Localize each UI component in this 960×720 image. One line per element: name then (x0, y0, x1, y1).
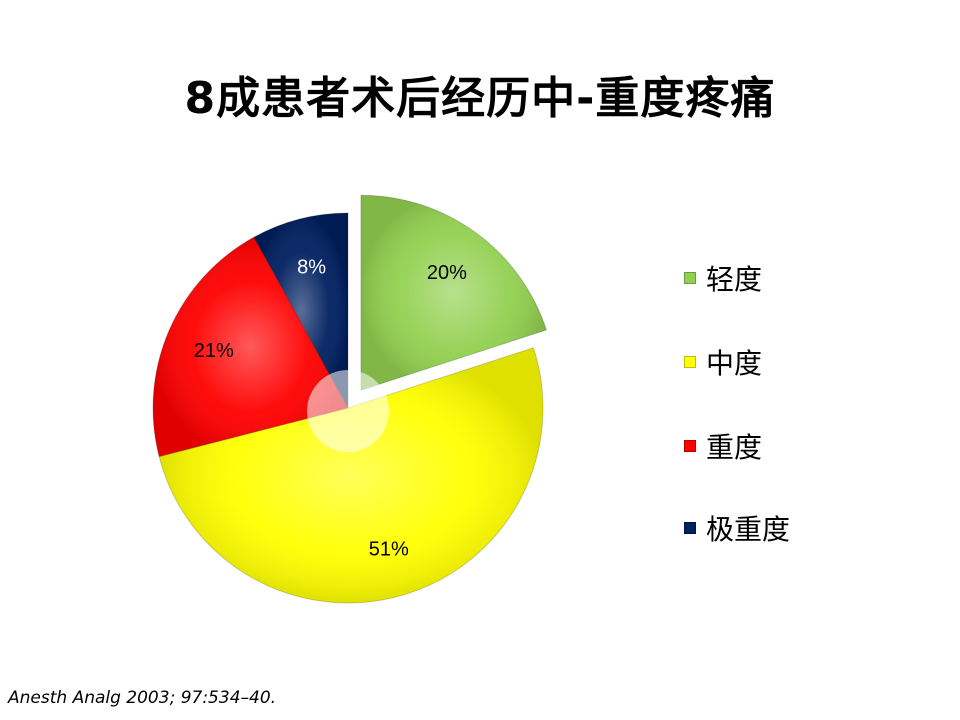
pie-slice-shine-mild (360, 195, 547, 391)
pie-center-highlight (307, 370, 389, 452)
pie-slice-shine-severe (152, 237, 348, 457)
pie-slice-shine-extreme (254, 213, 348, 408)
data-label-severe: 21% (194, 340, 234, 362)
legend-label-mild: 轻度 (706, 263, 763, 296)
legend-swatch-severe (684, 440, 696, 452)
legend-label-severe: 重度 (706, 431, 763, 464)
legend-item-moderate: 中度 (684, 342, 762, 382)
legend-item-severe: 重度 (684, 426, 762, 466)
pie-slice-shine-moderate (159, 347, 544, 604)
data-label-mild: 20% (427, 262, 467, 284)
legend-swatch-moderate (684, 356, 696, 368)
legend-label-moderate: 中度 (706, 347, 763, 380)
legend-label-extreme: 极重度 (706, 513, 791, 546)
legend-item-mild: 轻度 (684, 258, 762, 298)
data-label-moderate: 51% (369, 538, 409, 560)
citation: Anesth Analg 2003; 97:534–40. (8, 688, 277, 708)
legend-swatch-extreme (684, 522, 696, 534)
legend-swatch-mild (684, 272, 696, 284)
data-label-extreme: 8% (297, 256, 326, 278)
legend-item-extreme: 极重度 (684, 508, 790, 548)
slide-title: 8成患者术后经历中-重度疼痛 (184, 73, 776, 124)
